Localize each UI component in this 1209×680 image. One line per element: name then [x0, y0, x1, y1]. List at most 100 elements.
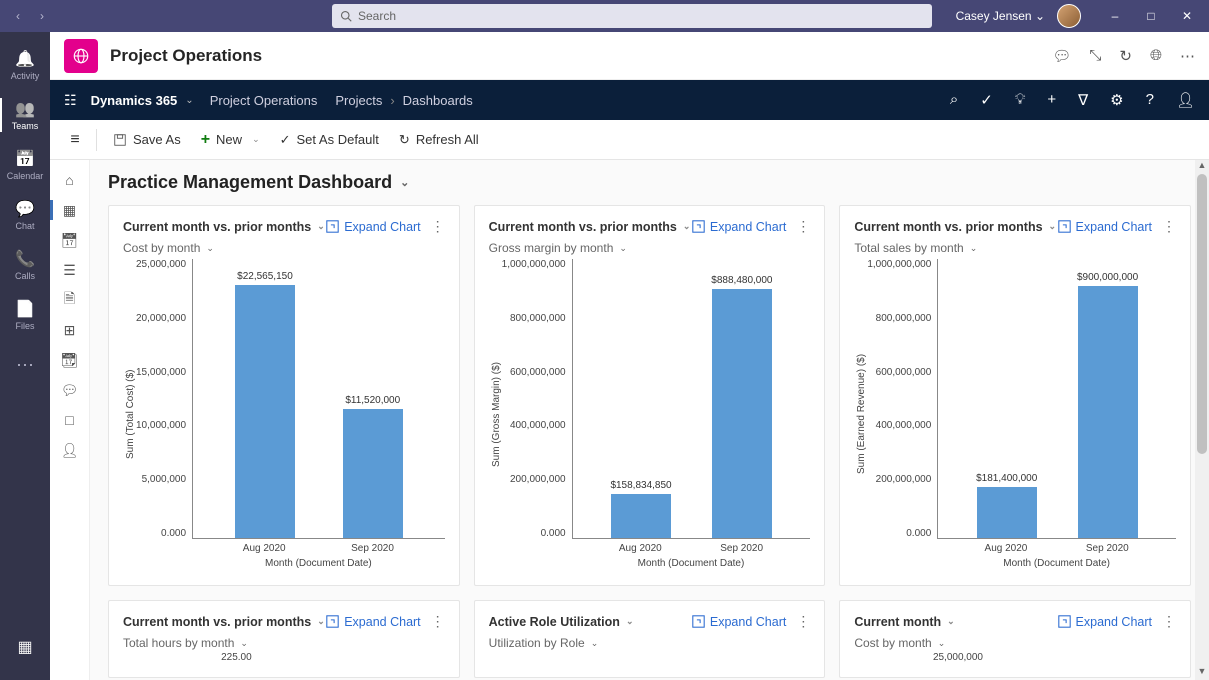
- app-launcher-button[interactable]: ☷: [64, 92, 77, 109]
- card-more-button[interactable]: ⋮: [431, 218, 445, 235]
- bar[interactable]: [343, 409, 403, 538]
- bar[interactable]: [1078, 286, 1138, 538]
- expand-chart-button[interactable]: Expand Chart: [692, 220, 786, 234]
- card-subtitle[interactable]: Cost by month⌄: [854, 636, 1176, 650]
- expand-icon: [692, 615, 705, 628]
- app-name-crumb[interactable]: Project Operations: [210, 93, 318, 108]
- card-title[interactable]: Active Role Utilization⌄: [489, 615, 634, 629]
- mini-nav-home[interactable]: ⌂: [50, 166, 90, 194]
- chat-icon[interactable]: 💬︎: [1052, 47, 1071, 65]
- nav-filter-button[interactable]: ∇: [1078, 91, 1088, 109]
- vertical-scrollbar[interactable]: ▲ ▼: [1195, 160, 1209, 680]
- user-avatar[interactable]: [1057, 4, 1081, 28]
- scroll-up-button[interactable]: ▲: [1195, 160, 1209, 174]
- card-subtitle[interactable]: Gross margin by month⌄: [489, 241, 811, 255]
- x-tick-label: Sep 2020: [1086, 543, 1129, 554]
- expand-chart-button[interactable]: Expand Chart: [326, 220, 420, 234]
- card-title[interactable]: Current month vs. prior months⌄: [854, 220, 1056, 234]
- chevron-down-icon: ⌄: [683, 221, 691, 232]
- bar-value-label: $158,834,850: [610, 480, 671, 491]
- card-more-button[interactable]: ⋮: [796, 613, 810, 630]
- y-tick-label: 20,000,000: [136, 313, 186, 324]
- expand-icon: [326, 220, 339, 233]
- brand-chevron-icon[interactable]: ⌄: [185, 95, 193, 106]
- scroll-down-button[interactable]: ▼: [1195, 666, 1209, 680]
- nav-help-button[interactable]: ?: [1146, 91, 1154, 109]
- scroll-thumb[interactable]: [1197, 174, 1207, 454]
- new-button[interactable]: + New ⌄: [191, 131, 270, 149]
- chevron-down-icon: ⌄: [947, 616, 955, 627]
- bar[interactable]: [977, 487, 1037, 538]
- nav-add-button[interactable]: +: [1047, 91, 1056, 109]
- user-name-label[interactable]: Casey Jensen ⌄: [956, 9, 1045, 23]
- nav-profile-button[interactable]: 👤︎: [1176, 91, 1195, 109]
- card-subtitle[interactable]: Cost by month⌄: [123, 241, 445, 255]
- mini-nav-list[interactable]: ☰: [50, 256, 90, 284]
- mini-nav-date[interactable]: 📆︎: [50, 346, 90, 374]
- expand-icon: [692, 220, 705, 233]
- mini-nav-file[interactable]: 🗎︎: [50, 286, 90, 314]
- rail-item-calls[interactable]: 📞Calls: [0, 240, 50, 290]
- save-as-button[interactable]: Save As: [103, 132, 191, 147]
- card-more-button[interactable]: ⋮: [431, 613, 445, 630]
- chart-card: Current month vs. prior months⌄ Expand C…: [108, 205, 460, 586]
- rail-item-activity[interactable]: 🔔Activity: [0, 40, 50, 90]
- refresh-all-button[interactable]: ↻ Refresh All: [389, 132, 489, 148]
- mini-nav-grid[interactable]: ⊞: [50, 316, 90, 344]
- expand-chart-button[interactable]: Expand Chart: [326, 615, 420, 629]
- globe-icon-small[interactable]: 🌐︎: [1150, 47, 1162, 65]
- rail-item-chat[interactable]: 💬Chat: [0, 190, 50, 240]
- card-subtitle[interactable]: Total hours by month⌄: [123, 636, 445, 650]
- window-close-button[interactable]: ✕: [1173, 2, 1201, 30]
- window-maximize-button[interactable]: □: [1137, 2, 1165, 30]
- rail-item-calendar[interactable]: 📅Calendar: [0, 140, 50, 190]
- nav-lightbulb-button[interactable]: 💡︎: [1015, 91, 1026, 109]
- brand-label[interactable]: Dynamics 365: [91, 93, 178, 108]
- card-more-button[interactable]: ⋮: [796, 218, 810, 235]
- card-title[interactable]: Current month vs. prior months⌄: [489, 220, 691, 234]
- sitemap-toggle-button[interactable]: ≡: [60, 131, 90, 149]
- rail-item-files[interactable]: 📄Files: [0, 290, 50, 340]
- chevron-down-icon: ⌄: [970, 243, 978, 254]
- nav-back-button[interactable]: ‹: [8, 6, 28, 26]
- rail-item-teams[interactable]: 👥Teams: [0, 90, 50, 140]
- expand-chart-button[interactable]: Expand Chart: [1058, 220, 1152, 234]
- rail-more-button[interactable]: ⋯: [0, 340, 50, 390]
- card-title[interactable]: Current month vs. prior months⌄: [123, 220, 325, 234]
- breadcrumb-dashboards[interactable]: Dashboards: [403, 93, 473, 108]
- bar[interactable]: [235, 285, 295, 538]
- rail-label: Calls: [15, 271, 35, 281]
- mini-nav-person[interactable]: 👤︎: [50, 436, 90, 464]
- page-title[interactable]: Practice Management Dashboard ⌄: [108, 172, 1191, 193]
- breadcrumb-projects[interactable]: Projects: [335, 93, 382, 108]
- card-title[interactable]: Current month vs. prior months⌄: [123, 615, 325, 629]
- set-default-button[interactable]: ✓ Set As Default: [270, 132, 389, 148]
- more-icon[interactable]: ⋯: [1180, 47, 1195, 65]
- card-subtitle[interactable]: Total sales by month⌄: [854, 241, 1176, 255]
- window-minimize-button[interactable]: –: [1101, 2, 1129, 30]
- expand-chart-button[interactable]: Expand Chart: [1058, 615, 1152, 629]
- card-more-button[interactable]: ⋮: [1162, 613, 1176, 630]
- nav-forward-button[interactable]: ›: [32, 6, 52, 26]
- nav-settings-button[interactable]: ⚙: [1110, 91, 1123, 109]
- nav-task-button[interactable]: ✓: [980, 91, 993, 109]
- y-tick-label: 600,000,000: [502, 367, 566, 378]
- rail-apps-button[interactable]: ▦: [0, 622, 50, 672]
- card-more-button[interactable]: ⋮: [1162, 218, 1176, 235]
- mini-nav-calendar[interactable]: 📅︎: [50, 226, 90, 254]
- card-subtitle[interactable]: Utilization by Role⌄: [489, 636, 811, 650]
- search-input[interactable]: Search: [332, 4, 932, 28]
- rail-label: Calendar: [7, 171, 44, 181]
- mini-nav-box[interactable]: □: [50, 406, 90, 434]
- collapse-icon[interactable]: ⤡: [1089, 47, 1101, 65]
- nav-search-button[interactable]: ⌕: [950, 91, 958, 109]
- bar[interactable]: [712, 289, 772, 538]
- x-tick-label: Aug 2020: [243, 543, 286, 554]
- refresh-icon[interactable]: ↻: [1119, 47, 1132, 65]
- bar[interactable]: [611, 494, 671, 538]
- mini-nav-dashboard[interactable]: ▦: [50, 196, 90, 224]
- expand-chart-button[interactable]: Expand Chart: [692, 615, 786, 629]
- y-tick-label: 1,000,000,000: [867, 259, 931, 270]
- card-title[interactable]: Current month⌄: [854, 615, 954, 629]
- mini-nav-chat[interactable]: 💬︎: [50, 376, 90, 404]
